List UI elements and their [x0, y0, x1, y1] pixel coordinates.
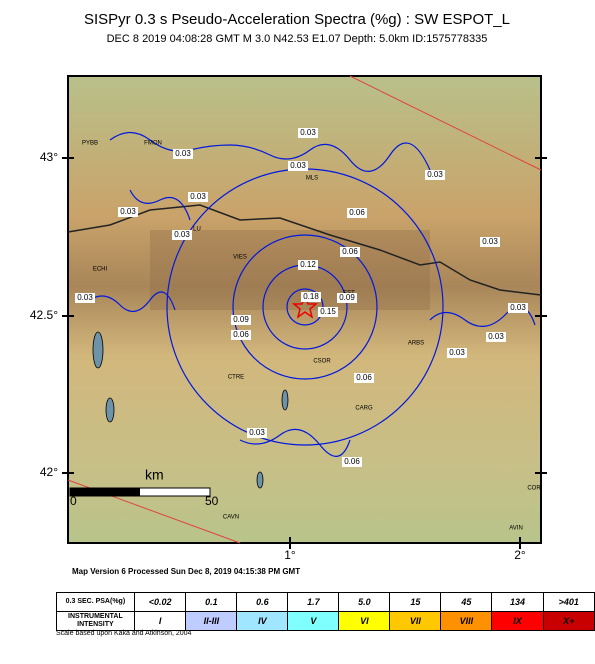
intensity-cell: VIII [440, 611, 493, 631]
contour-label: 0.03 [290, 161, 306, 170]
place-label: CARG [355, 406, 373, 412]
contour-label: 0.06 [233, 330, 249, 339]
contour-label-bg [247, 428, 267, 438]
contour-label-bg [118, 207, 138, 217]
contour-label: 0.06 [344, 457, 360, 466]
contour-label-bg [447, 348, 467, 358]
intensity-cell: VII [389, 611, 442, 631]
contour-label-bg [288, 161, 308, 171]
contour-label-bg [231, 315, 251, 325]
contour-label: 0.12 [300, 260, 316, 269]
place-label: ARBS [408, 341, 424, 347]
contour-label: 0.18 [303, 292, 319, 301]
lakes [92, 331, 289, 489]
contour-label-bg [425, 170, 445, 180]
place-label: AVIN [509, 526, 523, 532]
contour-label-bg [298, 128, 318, 138]
contour-label: 0.03 [449, 348, 465, 357]
scale-end: 50 [205, 494, 219, 508]
contour-label: 0.15 [320, 307, 336, 316]
contour-label-bg [337, 293, 357, 303]
place-label: FMON [144, 141, 162, 147]
psa-cell: 0.6 [236, 592, 289, 612]
contour-label-bg [298, 260, 318, 270]
intensity-cell: I [133, 611, 187, 631]
contour-label-bg [172, 230, 192, 240]
lat-label: 42.5° [30, 308, 58, 322]
lat-label: 42° [40, 465, 58, 479]
lon-label: 1° [284, 548, 296, 562]
scale-unit: km [145, 467, 164, 483]
contour-label: 0.03 [249, 428, 265, 437]
place-label: PYBB [82, 141, 98, 147]
intensity-cell: IV [236, 611, 289, 631]
intensity-cell: II-III [185, 611, 238, 631]
contour-label: 0.06 [342, 247, 358, 256]
place-label: COR [527, 486, 541, 492]
fault-line [349, 75, 542, 171]
map-figure: SISPyr 0.3 s Pseudo-Acceleration Spectra… [30, 11, 547, 576]
contour-label-bg [347, 208, 367, 218]
contour-label-bg [480, 237, 500, 247]
psa-cell: 134 [491, 592, 544, 612]
place-label: VIES [233, 255, 247, 261]
place-label: LU [193, 227, 201, 233]
contour-label-bg [75, 293, 95, 303]
psa-cell: 0.1 [185, 592, 238, 612]
contour-label-bg [508, 303, 528, 313]
contour-label: 0.06 [349, 208, 365, 217]
lat-label: 43° [40, 150, 58, 164]
intensity-cell: VI [338, 611, 391, 631]
psa-cell: 15 [389, 592, 442, 612]
contour-label-bg [188, 192, 208, 202]
place-label: CTRE [228, 375, 244, 381]
border [67, 204, 542, 296]
contour-label-bg [354, 373, 374, 383]
contour-label: 0.03 [427, 170, 443, 179]
intensity-cell: V [287, 611, 340, 631]
contour-label: 0.06 [356, 373, 372, 382]
psa-cell: 45 [440, 592, 493, 612]
place-label: CSOR [313, 359, 331, 365]
psa-cell: >401 [542, 592, 595, 612]
scale-start: 0 [70, 494, 77, 508]
intensity-header: INSTRUMENTAL INTENSITY [56, 611, 135, 631]
contour-label: 0.03 [190, 192, 206, 201]
legend: 0.3 SEC. PSA(%g) <0.02 0.1 0.6 1.7 5.0 15 45 134… [56, 592, 595, 631]
contour-label-bg [173, 149, 193, 159]
contour-label-bg [342, 457, 362, 467]
contour-label: 0.03 [120, 207, 136, 216]
contour-label-bg [318, 307, 338, 317]
contour-label: 0.03 [77, 293, 93, 302]
psa-cell: 5.0 [338, 592, 391, 612]
subtitle: DEC 8 2019 04:08:28 GMT M 3.0 N42.53 E1.… [107, 33, 488, 45]
lon-label: 2° [514, 548, 526, 562]
note: Scale based upon Kaka and Atkinson, 2004 [56, 630, 192, 637]
psa-cell: <0.02 [133, 592, 187, 612]
place-label: CAVN [223, 515, 239, 521]
title: SISPyr 0.3 s Pseudo-Acceleration Spectra… [84, 11, 510, 28]
psa-cell: 1.7 [287, 592, 340, 612]
psa-header: 0.3 SEC. PSA(%g) [56, 592, 135, 612]
intensity-cell: X+ [542, 611, 595, 631]
processed: Map Version 6 Processed Sun Dec 8, 2019 … [72, 567, 300, 576]
contour-label: 0.03 [488, 332, 504, 341]
contour-label-bg [301, 292, 321, 302]
place-label: ECHI [93, 267, 108, 273]
scale-bar [70, 488, 140, 496]
contour-label-bg [486, 332, 506, 342]
contour-label: 0.03 [482, 237, 498, 246]
contour-label: 0.03 [510, 303, 526, 312]
contour-label: 0.09 [339, 293, 355, 302]
intensity-cell: IX [491, 611, 544, 631]
contour-label: 0.03 [175, 149, 191, 158]
place-label: MLS [306, 176, 318, 182]
contour-label: 0.03 [300, 128, 316, 137]
contour-label: 0.03 [174, 230, 190, 239]
contour-label-bg [231, 330, 251, 340]
epicenter [291, 293, 319, 319]
contour-label-bg [340, 247, 360, 257]
contour-label: 0.09 [233, 315, 249, 324]
